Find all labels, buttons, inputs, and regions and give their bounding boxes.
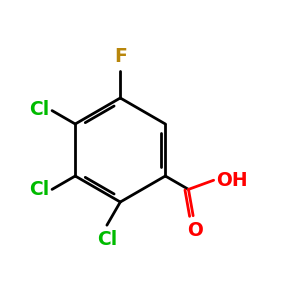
Text: Cl: Cl <box>29 180 49 199</box>
Text: OH: OH <box>217 171 248 190</box>
Text: F: F <box>114 47 127 66</box>
Text: Cl: Cl <box>29 100 49 118</box>
Text: O: O <box>187 221 202 240</box>
Text: Cl: Cl <box>97 230 117 249</box>
